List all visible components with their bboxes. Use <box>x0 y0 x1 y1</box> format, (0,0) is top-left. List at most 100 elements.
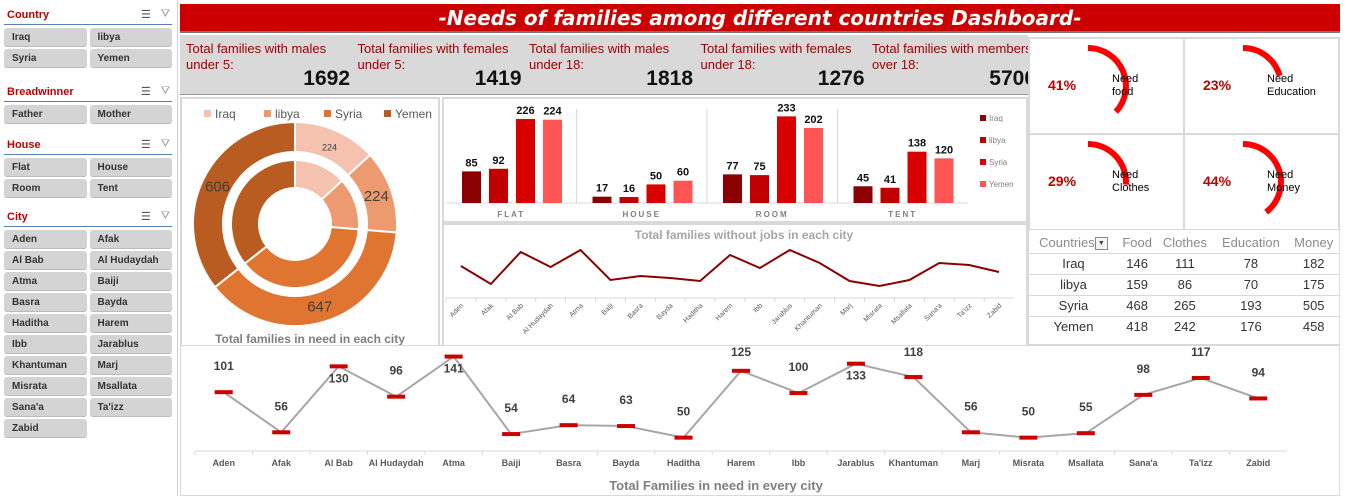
multi-select-icon[interactable]: ☰ <box>140 86 151 98</box>
x-tick-label-bayda: Bayda <box>656 302 675 321</box>
country-needs-table: Countries ▼ Food Clothes Education Money Iraq… <box>1028 229 1340 345</box>
need-data-label: 125 <box>731 346 751 359</box>
slicer-item-al-bab[interactable]: Al Bab <box>4 251 87 269</box>
category-label-tent: TENT <box>888 210 917 219</box>
x-tick-label-aden: Aden <box>449 302 466 319</box>
slicer-item-aden[interactable]: Aden <box>4 230 87 248</box>
kpi-label: Total families with females under 18: <box>700 41 852 72</box>
table-cell: 86 <box>1156 273 1214 295</box>
slicer-item-syria[interactable]: Syria <box>4 49 87 67</box>
need-data-label: 141 <box>444 362 464 376</box>
slicer-icons: ☰ ⛛ <box>141 8 170 21</box>
column-header-countries[interactable]: Countries ▼ <box>1029 232 1118 253</box>
slicer-item-yemen[interactable]: Yemen <box>89 49 172 67</box>
kpi-label: Total families with females under 5: <box>357 41 509 72</box>
need-data-label: 56 <box>275 399 289 413</box>
legend-label-libya: libya <box>989 136 1006 145</box>
bar-yemen-house <box>673 180 693 203</box>
table-cell: 468 <box>1117 294 1157 316</box>
slicer-item-flat[interactable]: Flat <box>4 158 87 176</box>
gauge-label-line2: Clothes <box>1112 182 1150 194</box>
need-marker-haditha <box>674 435 693 440</box>
legend-label-yemen: Yemen <box>989 180 1014 189</box>
table-cell: 242 <box>1156 315 1214 337</box>
slicer-item-afak[interactable]: Afak <box>89 230 172 248</box>
need-data-label: 130 <box>329 371 349 385</box>
slicer-country: Country ☰ ⛛ Iraq libya Syria Yemen <box>4 5 172 67</box>
clear-filter-icon[interactable]: ⛛ <box>160 8 170 20</box>
filter-dropdown-icon[interactable]: ▼ <box>1094 236 1108 250</box>
slicer-item-sana-a[interactable]: Sana'a <box>4 398 87 416</box>
bar-data-label: 85 <box>465 157 477 169</box>
jobless-line-series <box>460 248 1000 288</box>
slicer-item-ibb[interactable]: Ibb <box>4 335 87 353</box>
slicer-item-al-hudaydah[interactable]: Al Hudaydah <box>89 251 172 269</box>
slicer-header: Country ☰ ⛛ <box>4 5 172 25</box>
need-marker-basra <box>559 423 578 428</box>
need-data-label: 56 <box>964 399 978 413</box>
slicer-item-bayda[interactable]: Bayda <box>89 293 172 311</box>
gauge-label: Need Education <box>1267 73 1316 99</box>
bar-yemen-flat <box>543 119 562 203</box>
slicer-item-room[interactable]: Room <box>4 179 87 197</box>
donut-chart-panel: Iraq libya Syria Yemen 224 224 647 606 Total fam… <box>180 97 440 350</box>
table-cell: 193 <box>1213 294 1289 316</box>
slicer-item-house[interactable]: House <box>89 158 172 176</box>
slicer-item-haditha[interactable]: Haditha <box>4 314 87 332</box>
slicer-item-msallata[interactable]: Msallata <box>89 377 172 395</box>
slicer-item-ta-izz[interactable]: Ta'izz <box>89 398 172 416</box>
category-label-flat: FLAT <box>497 210 525 219</box>
slicer-item-atma[interactable]: Atma <box>4 272 87 290</box>
slicer-item-father[interactable]: Father <box>4 105 87 123</box>
clear-filter-icon[interactable]: ⛛ <box>160 210 170 222</box>
table-row: libya 159 86 70 175 <box>1029 273 1339 295</box>
legend-swatch-libya <box>980 137 986 143</box>
column-header-label: Education <box>1222 234 1280 250</box>
legend-label-libya: libya <box>275 107 300 121</box>
legend-swatch-libya <box>264 110 271 117</box>
chart-title: Total families in need in each city <box>215 332 405 346</box>
slicer-item-libya[interactable]: libya <box>89 28 172 46</box>
slicer-item-tent[interactable]: Tent <box>89 179 172 197</box>
x-tick-label-jarablus: Jarablus <box>837 458 874 468</box>
x-tick-label-haditha: Haditha <box>667 458 701 468</box>
slicer-icons: ☰ ⛛ <box>141 210 170 223</box>
bar-data-label: 202 <box>804 114 822 126</box>
sidebar-slicers: Country ☰ ⛛ Iraq libya Syria Yemen Breadwinner ☰… <box>0 0 178 496</box>
slicer-item-baiji[interactable]: Baiji <box>89 272 172 290</box>
slicer-item-jarablus[interactable]: Jarablus <box>89 335 172 353</box>
bar-yemen-tent <box>934 158 954 203</box>
gauge-arc-fill <box>1087 141 1129 185</box>
slicer-header: City ☰ ⛛ <box>4 207 172 227</box>
need-marker-msallata <box>1076 431 1095 436</box>
donut-data-label: 606 <box>205 178 230 195</box>
slicer-item-khantuman[interactable]: Khantuman <box>4 356 87 374</box>
x-tick-label-aden: Aden <box>212 458 235 468</box>
column-header-clothes: Clothes <box>1156 232 1213 253</box>
slicer-header: Breadwinner ☰ ⛛ <box>4 82 172 102</box>
need-gauges: 41% Need food 23% Need Education 29% Need Clothe… <box>1028 37 1340 229</box>
need-data-label: 96 <box>389 364 403 378</box>
slicer-breadwinner: Breadwinner ☰ ⛛ Father Mother <box>4 82 172 123</box>
table-cell: Syria <box>1029 294 1118 316</box>
bar-data-label: 50 <box>650 170 662 182</box>
slicer-item-zabid[interactable]: Zabid <box>4 419 87 437</box>
slicer-item-iraq[interactable]: Iraq <box>4 28 87 46</box>
slicer-item-basra[interactable]: Basra <box>4 293 87 311</box>
kpi-label: Total families with males under 5: <box>186 41 327 72</box>
multi-select-icon[interactable]: ☰ <box>140 211 151 223</box>
table-header-row: Countries ▼ Food Clothes Education Money <box>1029 232 1339 253</box>
bar-data-label: 138 <box>908 138 926 150</box>
category-label-room: ROOM <box>756 210 789 219</box>
multi-select-icon[interactable]: ☰ <box>140 139 151 151</box>
multi-select-icon[interactable]: ☰ <box>140 9 151 21</box>
need-marker-jarablus <box>846 361 865 366</box>
slicer-item-mother[interactable]: Mother <box>89 105 172 123</box>
bar-data-label: 92 <box>492 155 504 167</box>
clear-filter-icon[interactable]: ⛛ <box>160 138 170 150</box>
x-tick-label-ta-izz: Ta'izz <box>1189 458 1213 468</box>
slicer-item-marj[interactable]: Marj <box>89 356 172 374</box>
clear-filter-icon[interactable]: ⛛ <box>160 85 170 97</box>
slicer-item-harem[interactable]: Harem <box>89 314 172 332</box>
slicer-item-misrata[interactable]: Misrata <box>4 377 87 395</box>
